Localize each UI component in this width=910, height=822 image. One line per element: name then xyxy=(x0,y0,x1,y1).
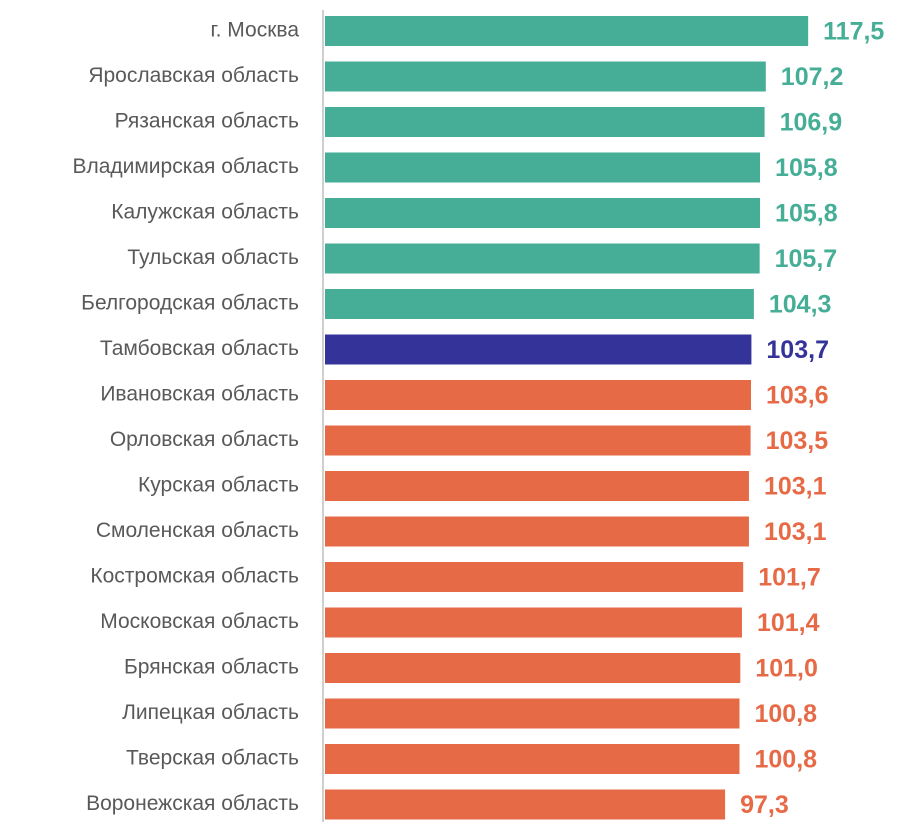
value-label: 103,7 xyxy=(766,336,829,364)
value-label: 101,4 xyxy=(757,609,820,637)
value-label: 103,1 xyxy=(764,473,827,501)
bar xyxy=(325,16,809,46)
value-label: 105,7 xyxy=(775,245,838,273)
category-label: Орловская область xyxy=(110,428,299,451)
category-label: Курская область xyxy=(138,474,299,497)
category-label: Воронежская область xyxy=(86,792,299,815)
bar xyxy=(325,516,749,547)
value-label: 104,3 xyxy=(769,291,832,319)
value-label: 103,1 xyxy=(764,518,827,546)
value-label: 101,7 xyxy=(758,564,821,592)
category-label: Смоленская область xyxy=(96,519,299,542)
category-label: Владимирская область xyxy=(72,155,299,178)
category-label: Тамбовская область xyxy=(100,337,299,360)
bar xyxy=(325,61,766,92)
bar xyxy=(325,744,740,774)
category-label: Рязанская область xyxy=(115,110,299,133)
value-label: 105,8 xyxy=(775,200,838,228)
bar xyxy=(325,152,761,183)
category-label: Калужская область xyxy=(111,201,299,224)
value-label: 107,2 xyxy=(781,63,844,91)
category-label: Костромская область xyxy=(90,565,299,588)
bar xyxy=(325,107,765,137)
category-label: Московская область xyxy=(100,610,299,633)
value-label: 100,8 xyxy=(754,700,817,728)
bar xyxy=(325,562,744,592)
bar xyxy=(325,653,741,683)
category-label: Тверская область xyxy=(126,747,299,770)
value-label: 100,8 xyxy=(754,746,817,774)
category-label: Ивановская область xyxy=(100,383,299,406)
value-label: 97,3 xyxy=(740,791,789,819)
category-label: Белгородская область xyxy=(81,292,299,315)
category-label: Брянская область xyxy=(124,656,299,679)
bar xyxy=(325,471,749,501)
category-label: г. Москва xyxy=(211,19,300,42)
bar xyxy=(325,607,742,638)
bar xyxy=(325,789,726,820)
bar xyxy=(325,425,751,456)
bar xyxy=(325,243,760,274)
value-label: 106,9 xyxy=(780,109,843,137)
value-label: 101,0 xyxy=(755,655,818,683)
value-label: 103,5 xyxy=(766,427,829,455)
category-label: Липецкая область xyxy=(122,701,299,724)
category-label: Ярославская область xyxy=(88,64,299,87)
bar xyxy=(325,289,754,319)
bar xyxy=(325,698,740,729)
value-label: 105,8 xyxy=(775,154,838,182)
bar xyxy=(325,198,761,228)
value-label: 103,6 xyxy=(766,382,829,410)
bar xyxy=(325,334,752,365)
value-label: 117,5 xyxy=(823,18,884,46)
category-label: Тульская область xyxy=(127,246,299,269)
bar xyxy=(325,380,752,410)
